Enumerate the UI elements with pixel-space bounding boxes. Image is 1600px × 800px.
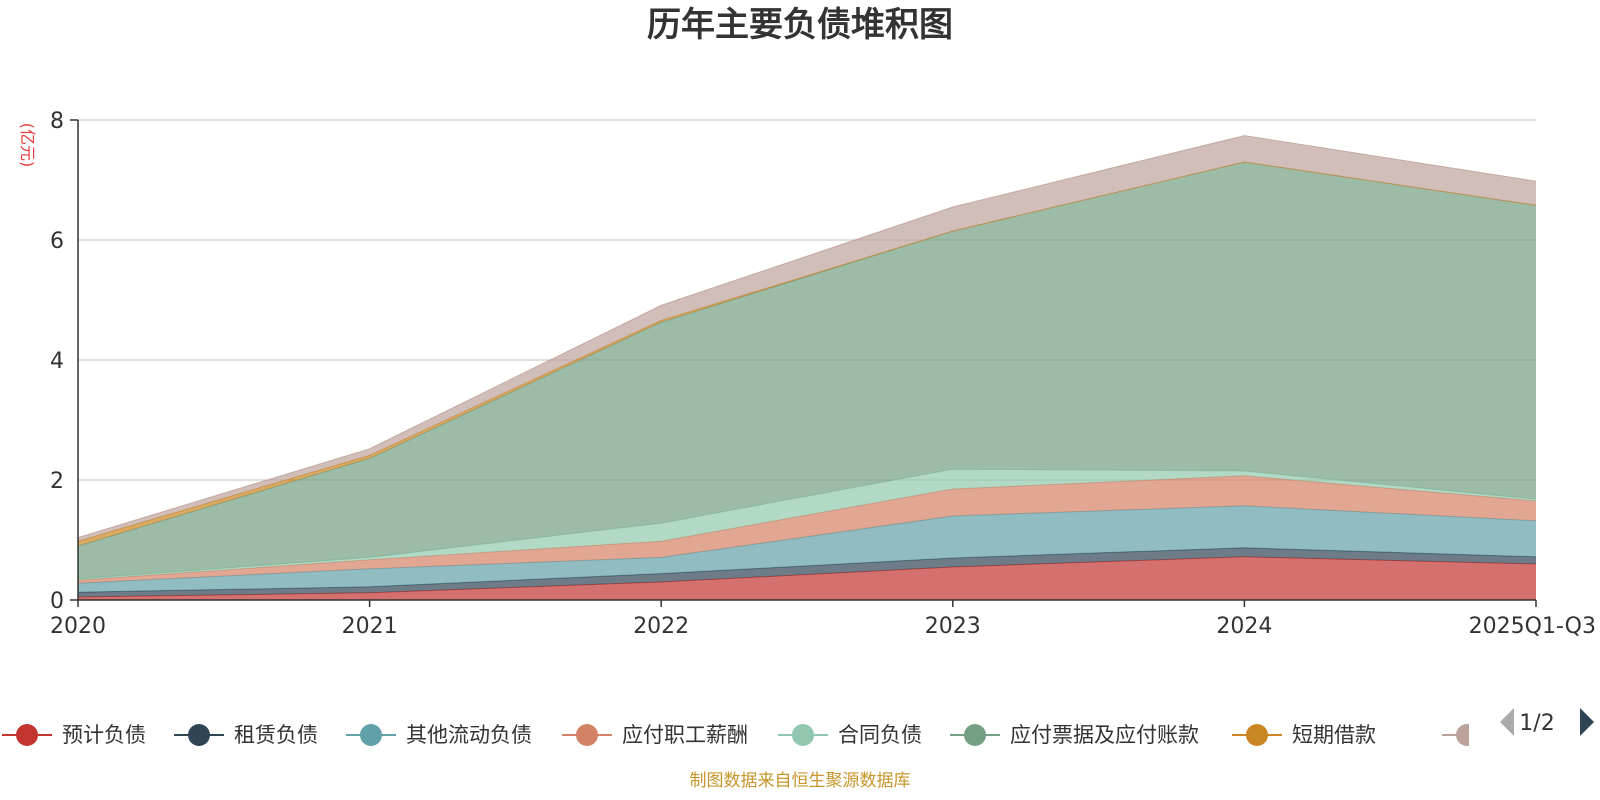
x-tick-label: 2025Q1-Q3 xyxy=(1469,614,1596,639)
legend-item[interactable]: 短期借款 xyxy=(1232,723,1376,747)
y-tick-label: 0 xyxy=(50,589,64,614)
area-series-5[interactable] xyxy=(78,162,1536,579)
x-tick-label: 2020 xyxy=(50,614,106,639)
x-tick-label: 2021 xyxy=(342,614,398,639)
x-tick-label: 2024 xyxy=(1216,614,1272,639)
legend-pager: 1/2 xyxy=(1500,708,1594,736)
legend-item[interactable]: 租赁负债 xyxy=(174,723,318,747)
legend-item[interactable]: 合同负债 xyxy=(778,723,922,747)
area-series-edge-7 xyxy=(77,135,1537,539)
axes: 0 2 4 6 8 2020 2021 2022 2023 2024 2025Q1-Q3 xyxy=(50,109,1596,639)
legend-circle-icon xyxy=(360,724,382,746)
data-source-note: 制图数据来自恒生聚源数据库 xyxy=(690,771,911,791)
legend-label: 短期借款 xyxy=(1292,723,1376,747)
area-series-0[interactable] xyxy=(78,556,1536,600)
legend: 预计负债 租赁负债 其他流动负债 应付职工薪酬 合同负债 应付票据及应付账款 短期借款 xyxy=(2,723,1492,747)
legend-item[interactable]: 应付职工薪酬 xyxy=(562,723,748,747)
x-tick-label: 2023 xyxy=(925,614,981,639)
legend-circle-icon xyxy=(576,724,598,746)
x-tick-label: 2022 xyxy=(633,614,689,639)
legend-item[interactable]: 应付票据及应付账款 xyxy=(950,723,1199,747)
legend-circle-icon xyxy=(792,724,814,746)
legend-circle-icon xyxy=(1456,724,1469,746)
legend-next-icon[interactable] xyxy=(1580,708,1594,736)
legend-circle-icon xyxy=(16,724,38,746)
y-tick-label: 6 xyxy=(50,229,64,254)
legend-label: 合同负债 xyxy=(838,723,922,747)
legend-label: 租赁负债 xyxy=(234,723,318,747)
y-tick-label: 4 xyxy=(50,349,64,374)
legend-item-partial[interactable] xyxy=(1442,724,1492,746)
legend-circle-icon xyxy=(964,724,986,746)
legend-label: 其他流动负债 xyxy=(406,723,532,747)
area-series-4[interactable] xyxy=(78,469,1536,581)
legend-circle-icon xyxy=(188,724,210,746)
legend-circle-icon xyxy=(1246,724,1268,746)
legend-label: 应付票据及应付账款 xyxy=(1010,723,1199,747)
chart-title: 历年主要负债堆积图 xyxy=(647,5,953,45)
legend-page-label: 1/2 xyxy=(1519,711,1554,736)
area-series-2[interactable] xyxy=(78,505,1536,593)
legend-label: 应付职工薪酬 xyxy=(622,723,748,747)
stacked-areas xyxy=(77,135,1537,600)
area-series-1[interactable] xyxy=(78,547,1536,597)
legend-item[interactable]: 其他流动负债 xyxy=(346,723,532,747)
legend-label: 预计负债 xyxy=(62,723,146,747)
y-axis-unit-label: (亿元) xyxy=(18,123,37,168)
area-series-7[interactable] xyxy=(78,135,1536,542)
y-tick-label: 8 xyxy=(50,109,64,134)
y-tick-label: 2 xyxy=(50,469,64,494)
legend-prev-icon[interactable] xyxy=(1500,708,1514,736)
legend-item[interactable]: 预计负债 xyxy=(2,723,146,747)
area-series-3[interactable] xyxy=(78,475,1536,584)
